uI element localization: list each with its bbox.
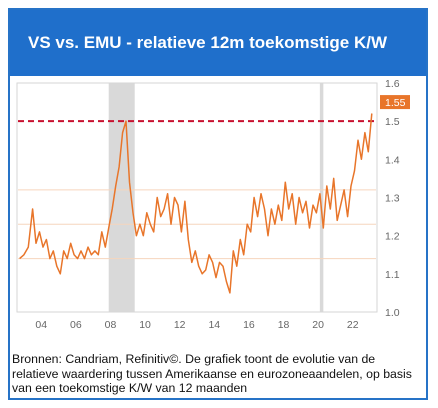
y-tick-label: 1.3 (385, 193, 400, 205)
last-value-badge (380, 95, 410, 110)
y-tick-label: 1.5 (385, 116, 400, 128)
series-line (19, 113, 373, 294)
y-tick-label: 1.4 (385, 154, 400, 166)
chart-card: VS vs. EMU - relatieve 12m toekomstige K… (8, 8, 428, 400)
source-caption: Bronnen: Candriam, Refinitiv©. De grafie… (12, 352, 412, 396)
x-tick-label: 16 (243, 319, 255, 331)
x-tick-label: 20 (312, 319, 324, 331)
x-tick-label: 04 (35, 319, 47, 331)
x-tick-label: 14 (208, 319, 220, 331)
plot-border (16, 82, 378, 313)
x-tick-label: 06 (70, 319, 82, 331)
chart-title: VS vs. EMU - relatieve 12m toekomstige K… (10, 10, 426, 76)
x-tick-label: 10 (139, 319, 151, 331)
x-tick-label: 12 (174, 319, 186, 331)
y-tick-label: 1.6 (385, 78, 400, 90)
y-tick-label: 1.0 (385, 307, 400, 319)
line-chart: 04 06 08 10 12 14 16 18 20 22 1.0 1.1 1.2 1.3 1.4 1.5 1… (16, 78, 410, 331)
y-tick-label: 1.1 (385, 269, 400, 281)
shaded-period-1 (319, 83, 324, 312)
x-tick-label: 08 (105, 319, 117, 331)
x-tick-label: 22 (347, 319, 359, 331)
y-tick-label: 1.2 (385, 231, 400, 243)
last-value-label: 1.55 (385, 97, 406, 109)
x-tick-label: 18 (278, 319, 290, 331)
